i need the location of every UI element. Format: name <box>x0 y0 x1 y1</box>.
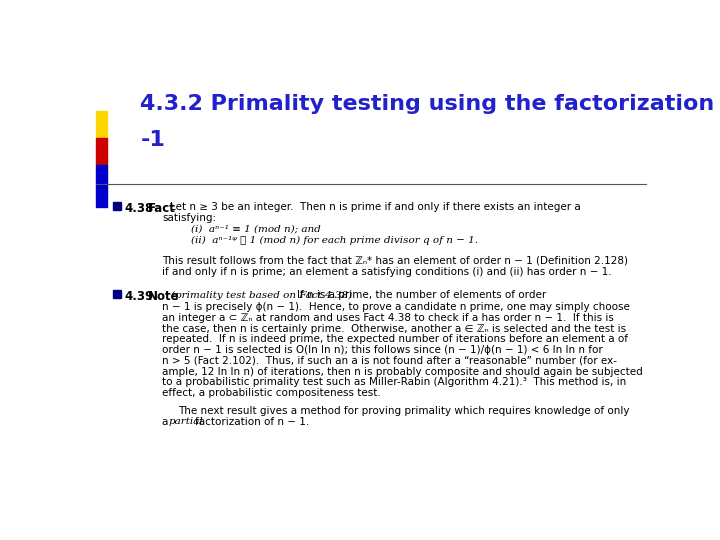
Bar <box>96 165 107 207</box>
Text: Fact: Fact <box>148 202 176 215</box>
Text: If n is a prime, the number of elements of order: If n is a prime, the number of elements … <box>297 291 546 300</box>
Text: the case, then n is certainly prime.  Otherwise, another a ∈ ℤₙ is selected and : the case, then n is certainly prime. Oth… <box>162 323 626 334</box>
Text: (ii)  aⁿ⁻¹ᵠ ≢ 1 (mod n) for each prime divisor q of n − 1.: (ii) aⁿ⁻¹ᵠ ≢ 1 (mod n) for each prime di… <box>191 236 478 245</box>
Text: repeated.  If n is indeed prime, the expected number of iterations before an ele: repeated. If n is indeed prime, the expe… <box>162 334 628 345</box>
Text: if and only if n is prime; an element a satisfying conditions (i) and (ii) has o: if and only if n is prime; an element a … <box>162 267 612 276</box>
Text: an integer a ⊂ ℤₙ at random and uses Fact 4.38 to check if a has order n − 1.  I: an integer a ⊂ ℤₙ at random and uses Fac… <box>162 313 614 323</box>
Text: factorization of n − 1.: factorization of n − 1. <box>194 417 309 427</box>
Text: -1: -1 <box>140 130 166 150</box>
Text: a: a <box>162 417 171 427</box>
Text: to a probabilistic primality test such as Miller-Rabin (Algorithm 4.21).³  This : to a probabilistic primality test such a… <box>162 377 626 387</box>
Text: 4.3.2 Primality testing using the factorization of n: 4.3.2 Primality testing using the factor… <box>140 94 720 114</box>
Text: partial: partial <box>168 417 203 426</box>
Bar <box>96 111 107 138</box>
Text: (primality test based on Fact 4.38): (primality test based on Fact 4.38) <box>171 291 352 300</box>
Text: 4.38: 4.38 <box>125 202 154 215</box>
Text: order n − 1 is selected is O(ln ln n); this follows since (n − 1)/ϕ(n − 1) < 6 l: order n − 1 is selected is O(ln ln n); t… <box>162 345 603 355</box>
Text: Let n ≥ 3 be an integer.  Then n is prime if and only if there exists an integer: Let n ≥ 3 be an integer. Then n is prime… <box>170 202 580 212</box>
Text: ample, 12 ln ln n) of iterations, then n is probably composite and should again : ample, 12 ln ln n) of iterations, then n… <box>162 367 643 376</box>
Text: satisfying:: satisfying: <box>162 213 216 224</box>
Text: n − 1 is precisely ϕ(n − 1).  Hence, to prove a candidate n prime, one may simpl: n − 1 is precisely ϕ(n − 1). Hence, to p… <box>162 302 630 312</box>
Text: Note: Note <box>148 291 180 303</box>
Text: n > 5 (Fact 2.102).  Thus, if such an a is not found after a “reasonable” number: n > 5 (Fact 2.102). Thus, if such an a i… <box>162 356 617 366</box>
Bar <box>96 138 107 165</box>
Text: This result follows from the fact that ℤₙ* has an element of order n − 1 (Defini: This result follows from the fact that ℤ… <box>162 256 628 266</box>
Bar <box>113 202 121 210</box>
Text: (i)  aⁿ⁻¹ ≡ 1 (mod n); and: (i) aⁿ⁻¹ ≡ 1 (mod n); and <box>191 225 320 234</box>
Text: The next result gives a method for proving primality which requires knowledge of: The next result gives a method for provi… <box>178 406 629 416</box>
Text: 4.39: 4.39 <box>125 291 154 303</box>
Text: effect, a probabilistic compositeness test.: effect, a probabilistic compositeness te… <box>162 388 381 398</box>
Bar <box>113 291 121 298</box>
